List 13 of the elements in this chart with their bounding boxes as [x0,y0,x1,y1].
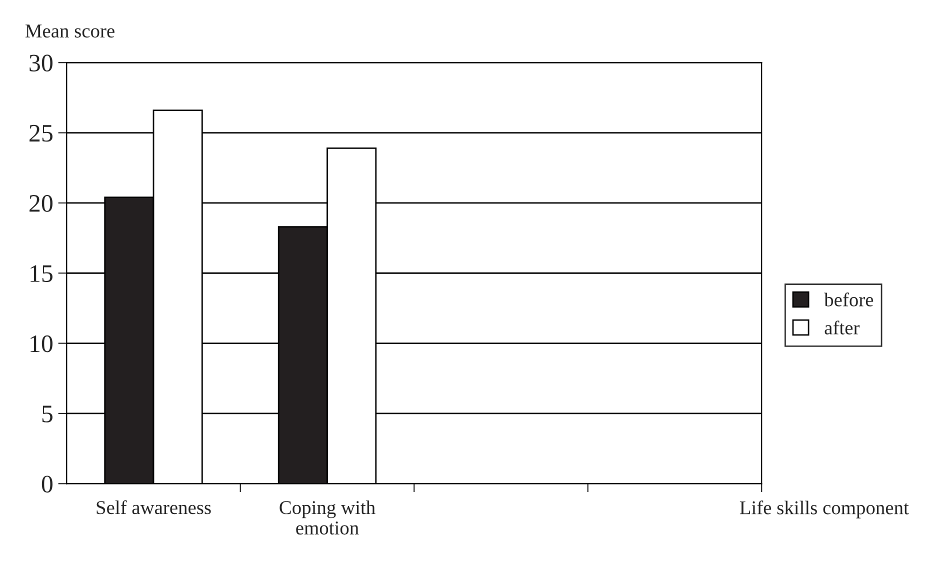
legend-label: before [824,292,874,306]
legend-label: after [824,320,860,334]
y-tick-label: 0 [42,476,52,493]
y-tick-label: 10 [30,335,52,352]
x-tick-label: Coping with emotion [280,500,376,535]
y-tick-label: 15 [30,265,52,282]
x-tick-label: Self awareness [96,500,211,514]
y-tick-label: 5 [42,406,52,422]
y-tick-label: 25 [30,124,52,142]
y-axis-title: Mean score [26,24,114,38]
x-axis-title: Life skills component [740,500,909,518]
y-tick-label: 30 [30,54,52,72]
y-tick-label: 20 [30,194,52,212]
